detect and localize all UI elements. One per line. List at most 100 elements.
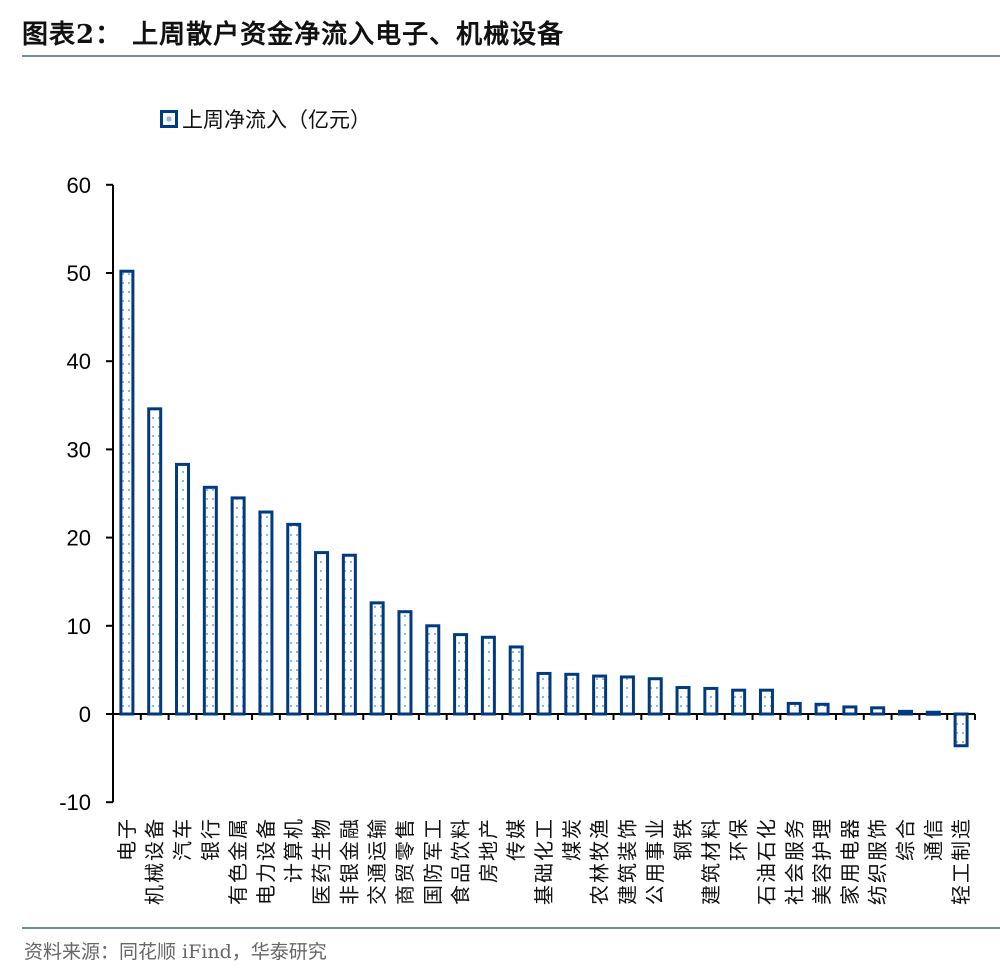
svg-text:公: 公 xyxy=(643,885,667,905)
bar xyxy=(147,407,163,716)
svg-text:饰: 饰 xyxy=(615,819,639,839)
svg-text:炭: 炭 xyxy=(560,819,584,839)
x-category-label: 车汽 xyxy=(171,819,195,861)
svg-text:制: 制 xyxy=(949,841,973,861)
svg-text:护: 护 xyxy=(810,841,834,861)
y-tick-label: 30 xyxy=(67,437,91,462)
svg-text:电: 电 xyxy=(115,841,139,861)
svg-text:筑: 筑 xyxy=(699,863,723,883)
svg-text:造: 造 xyxy=(949,819,973,839)
x-category-label: 机算计 xyxy=(282,819,306,883)
bar xyxy=(731,688,747,716)
svg-text:设: 设 xyxy=(143,841,167,861)
x-axis-labels: 子电备设械机车汽行银属金色有备设力电机算计物生药医融金银非输运通交售零贸商工军防… xyxy=(115,819,973,905)
bar xyxy=(842,705,858,716)
svg-text:装: 装 xyxy=(615,841,639,861)
footer-divider xyxy=(22,927,1000,929)
svg-text:车: 车 xyxy=(171,819,195,839)
x-category-label: 保环 xyxy=(727,819,751,861)
svg-text:饮: 饮 xyxy=(449,841,473,861)
bar xyxy=(897,709,913,716)
bar xyxy=(480,635,496,716)
bar xyxy=(314,551,330,716)
svg-text:产: 产 xyxy=(476,819,500,839)
svg-text:纺: 纺 xyxy=(866,885,890,905)
bar xyxy=(870,706,886,716)
y-tick-label: 20 xyxy=(67,526,91,551)
svg-text:设: 设 xyxy=(254,841,278,861)
svg-text:事: 事 xyxy=(643,841,667,861)
svg-text:属: 属 xyxy=(226,819,250,839)
svg-text:合: 合 xyxy=(893,819,917,839)
x-category-label: 子电 xyxy=(115,819,139,861)
legend-label: 上周净流入（亿元） xyxy=(182,108,371,132)
svg-text:基: 基 xyxy=(532,885,556,905)
svg-text:售: 售 xyxy=(393,819,417,839)
svg-text:运: 运 xyxy=(365,841,389,861)
svg-text:非: 非 xyxy=(337,885,361,905)
svg-text:会: 会 xyxy=(782,863,806,883)
svg-text:化: 化 xyxy=(532,841,556,861)
svg-text:计: 计 xyxy=(282,863,306,883)
svg-text:钢: 钢 xyxy=(671,841,695,861)
svg-text:军: 军 xyxy=(421,841,445,861)
bar xyxy=(814,702,830,716)
svg-text:建: 建 xyxy=(699,885,723,905)
svg-text:金: 金 xyxy=(226,841,250,861)
svg-text:筑: 筑 xyxy=(615,863,639,883)
bar xyxy=(175,462,191,716)
svg-text:防: 防 xyxy=(421,863,445,883)
svg-text:国: 国 xyxy=(421,885,445,905)
svg-text:机: 机 xyxy=(143,885,167,905)
svg-text:生: 生 xyxy=(310,841,334,861)
svg-text:算: 算 xyxy=(282,841,306,861)
svg-text:子: 子 xyxy=(115,819,139,839)
x-category-label: 信通 xyxy=(921,819,945,861)
svg-text:零: 零 xyxy=(393,841,417,861)
svg-text:交: 交 xyxy=(365,885,389,905)
y-tick-label: 60 xyxy=(67,173,91,198)
svg-text:服: 服 xyxy=(866,841,890,861)
bar xyxy=(119,269,135,716)
svg-text:传: 传 xyxy=(504,841,528,861)
y-tick-label: 0 xyxy=(79,702,91,727)
svg-text:工: 工 xyxy=(532,819,556,839)
svg-text:业: 业 xyxy=(643,819,667,839)
bar xyxy=(592,674,608,716)
svg-text:械: 械 xyxy=(143,863,167,883)
svg-text:品: 品 xyxy=(449,863,473,883)
source-note: 资料来源：同花顺 iFind，华泰研究 xyxy=(24,941,327,963)
svg-text:融: 融 xyxy=(337,819,361,839)
svg-text:药: 药 xyxy=(310,863,334,883)
x-category-label: 行银 xyxy=(198,819,222,861)
figure-title: 图表2： 上周散户资金净流入电子、机械设备 xyxy=(22,20,565,50)
svg-text:饰: 饰 xyxy=(866,819,890,839)
x-category-label: 合综 xyxy=(893,819,917,861)
bar xyxy=(703,686,719,716)
svg-text:工: 工 xyxy=(949,863,973,883)
bar xyxy=(453,633,469,716)
legend-swatch-icon xyxy=(160,110,178,128)
svg-text:备: 备 xyxy=(143,819,167,839)
svg-text:石: 石 xyxy=(754,885,778,905)
svg-text:家: 家 xyxy=(838,885,862,905)
svg-text:医: 医 xyxy=(310,885,334,905)
svg-text:地: 地 xyxy=(476,841,500,861)
chart-axes: 60 50 40 30 20 10 0 -10 xyxy=(59,173,976,815)
svg-text:备: 备 xyxy=(254,819,278,839)
bar xyxy=(925,710,941,716)
